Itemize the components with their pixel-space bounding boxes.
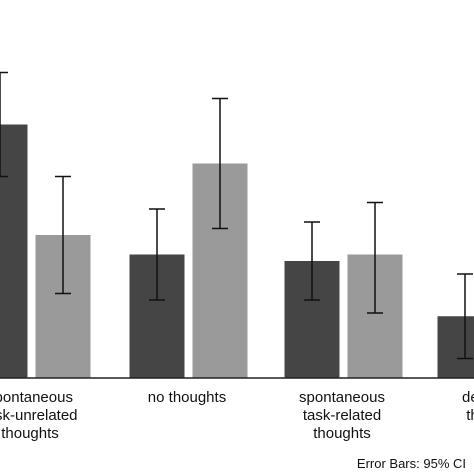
category-label-2: no thoughts [148,389,226,406]
bars-layer [0,124,474,378]
error-bar-series1-category3 [304,221,320,301]
error-bar-series2-category3 [367,201,383,314]
error-bar-series1-category2 [149,208,165,301]
category-label-1-line-3: thoughts [1,425,59,442]
error-bars-layer [0,71,473,360]
category-label-2-line-1: no thoughts [148,389,226,406]
bar-series1-category1 [0,124,28,378]
category-label-3-line-3: thoughts [313,425,371,442]
error-bar-series1-category1 [0,71,8,178]
bar-series1-category4 [437,316,474,378]
category-label-3-line-2: task-related [303,407,381,424]
error-bars-footnote: Error Bars: 95% CI [357,456,466,471]
error-bar-series2-category2 [212,97,228,230]
category-label-4: deliberatethoughts [462,389,474,424]
category-label-3: spontaneous task-related thoughts [299,389,385,442]
category-label-4-line-2: thoughts [466,407,474,424]
category-label-3-line-1: spontaneous [299,389,385,406]
category-label-4-line-1: deliberate [462,389,474,406]
error-bar-series1-category4 [457,273,473,360]
category-label-1-line-2: task-unrelated [0,407,78,424]
category-label-1-line-1: spontaneous [0,389,73,406]
error-bar-series2-category1 [55,175,71,295]
